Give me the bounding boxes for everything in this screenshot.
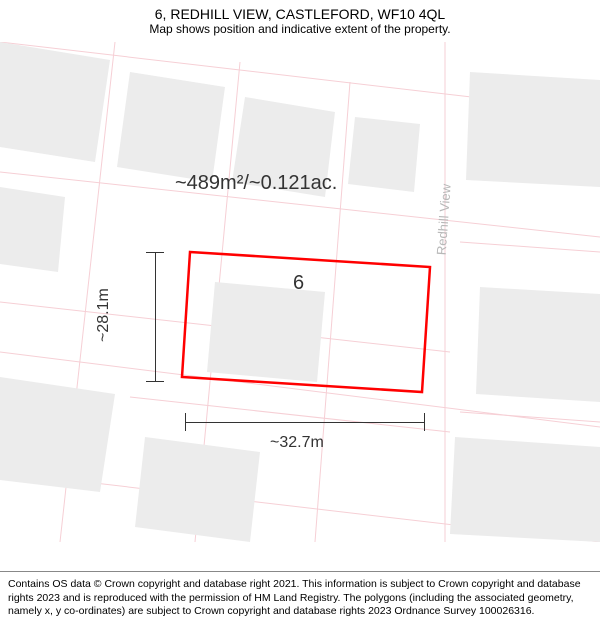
height-label: ~28.1m [95, 288, 113, 342]
page-title: 6, REDHILL VIEW, CASTLEFORD, WF10 4QL [0, 6, 600, 22]
property-number: 6 [293, 272, 304, 295]
footer-copyright: Contains OS data © Crown copyright and d… [0, 571, 600, 625]
map-area: ~489m²/~0.121ac. 6 Redhill View ~28.1m ~… [0, 42, 600, 542]
height-dim-bar [155, 252, 156, 382]
width-label: ~32.7m [270, 434, 324, 452]
header: 6, REDHILL VIEW, CASTLEFORD, WF10 4QL Ma… [0, 0, 600, 38]
area-label: ~489m²/~0.121ac. [175, 172, 337, 195]
width-dim-bar [185, 422, 425, 423]
page-subtitle: Map shows position and indicative extent… [0, 22, 600, 36]
